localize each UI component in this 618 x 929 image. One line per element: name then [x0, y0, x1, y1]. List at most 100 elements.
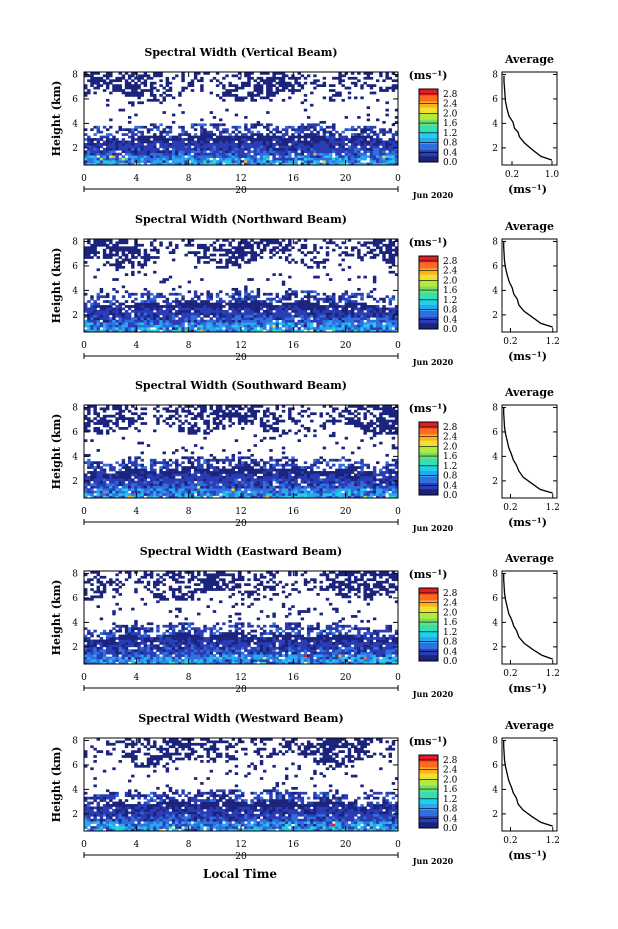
heatmap-cell	[96, 239, 100, 242]
heatmap-cell	[272, 322, 276, 325]
heatmap-cell	[200, 446, 204, 450]
heatmap-cell	[90, 72, 94, 75]
heatmap-cell	[237, 263, 242, 267]
heatmap-cell	[347, 297, 352, 301]
heatmap-cell	[187, 324, 192, 328]
heatmap-cell	[153, 96, 157, 100]
heatmap-cell	[338, 322, 342, 325]
heatmap-cell	[241, 490, 245, 494]
heatmap-cell	[241, 468, 245, 472]
heatmap-cell	[156, 256, 160, 259]
heatmap-cell	[200, 128, 204, 132]
heatmap-cell	[266, 72, 270, 75]
heatmap-cell	[187, 314, 192, 318]
heatmap-cell	[328, 147, 333, 151]
heatmap-cell	[203, 478, 207, 482]
heatmap-cell	[297, 322, 301, 325]
heatmap-cell	[316, 145, 320, 149]
heatmap-cell	[228, 307, 232, 311]
heatmap-cell	[109, 329, 113, 333]
heatmap-cell	[215, 152, 220, 156]
heatmap-cell	[171, 157, 176, 161]
heatmap-cell	[262, 246, 267, 250]
heatmap-cell	[127, 417, 132, 420]
heatmap-cell	[360, 152, 364, 156]
heatmap-cell	[84, 473, 88, 477]
heatmap-cell	[165, 480, 170, 484]
heatmap-cell	[300, 152, 305, 156]
heatmap-cell	[281, 314, 286, 318]
heatmap-cell	[256, 84, 261, 87]
heatmap-cell	[253, 417, 257, 420]
heatmap-cell	[140, 101, 144, 105]
heatmap-cell	[190, 429, 195, 433]
heatmap-cell	[385, 89, 389, 92]
heatmap-cell	[222, 91, 226, 95]
heatmap-cell	[156, 150, 160, 154]
heatmap-cell	[253, 468, 257, 472]
heatmap-cell	[96, 251, 100, 254]
heatmap-cell	[121, 246, 126, 250]
heatmap-cell	[284, 142, 289, 146]
heatmap-cell	[256, 478, 261, 482]
heatmap-cell	[140, 302, 144, 306]
heatmap-cell	[203, 327, 207, 330]
heatmap-cell	[146, 473, 151, 477]
heatmap-cell	[190, 140, 195, 144]
heatmap-cell	[203, 135, 207, 139]
heatmap-cell	[316, 317, 320, 321]
heatmap-cell	[200, 485, 204, 489]
heatmap-cell	[124, 468, 129, 472]
heatmap-cell	[250, 246, 254, 250]
heatmap-cell	[266, 329, 270, 333]
heatmap-cell	[219, 419, 223, 423]
heatmap-cell	[388, 300, 393, 303]
heatmap-cell	[197, 319, 201, 323]
heatmap-cell	[162, 475, 166, 479]
heatmap-cell	[247, 317, 251, 321]
heatmap-cell	[200, 142, 204, 146]
heatmap-cell	[99, 485, 104, 489]
heatmap-cell	[281, 145, 286, 149]
heatmap-cell	[193, 424, 198, 428]
heatmap-cell	[335, 155, 339, 158]
heatmap-cell	[84, 91, 88, 95]
heatmap-cell	[143, 145, 148, 149]
heatmap-cell	[262, 135, 267, 139]
heatmap-cell	[181, 295, 185, 299]
heatmap-cell	[118, 493, 122, 496]
heatmap-cell	[244, 128, 248, 132]
heatmap-cell	[215, 424, 220, 428]
heatmap-cell	[137, 429, 141, 433]
heatmap-cell	[171, 312, 176, 316]
heatmap-cell	[244, 314, 248, 318]
heatmap-cell	[105, 76, 110, 80]
heatmap-cell	[162, 305, 166, 308]
heatmap-cell	[391, 89, 396, 92]
heatmap-cell	[149, 135, 154, 139]
heatmap-cell	[178, 424, 182, 428]
heatmap-cell	[212, 485, 217, 489]
heatmap-cell	[250, 478, 254, 482]
heatmap-cell	[250, 94, 254, 97]
heatmap-cell	[84, 424, 88, 428]
heatmap-cell	[275, 246, 279, 250]
heatmap-cell	[316, 297, 320, 301]
heatmap-cell	[259, 157, 264, 161]
heatmap-cell	[200, 155, 204, 158]
heatmap-cell	[149, 461, 154, 465]
heatmap-cell	[338, 91, 342, 95]
heatmap-cell	[109, 327, 113, 330]
heatmap-cell	[162, 488, 166, 491]
heatmap-cell	[134, 155, 138, 158]
heatmap-cell	[124, 324, 129, 328]
heatmap-cell	[159, 142, 163, 146]
heatmap-cell	[344, 305, 349, 308]
heatmap-cell	[338, 145, 342, 149]
heatmap-cell	[275, 140, 279, 144]
heatmap-cell	[250, 468, 254, 472]
heatmap-cell	[237, 96, 242, 100]
heatmap-cell	[84, 322, 88, 325]
heatmap-cell	[200, 319, 204, 323]
heatmap-cell	[149, 152, 154, 156]
